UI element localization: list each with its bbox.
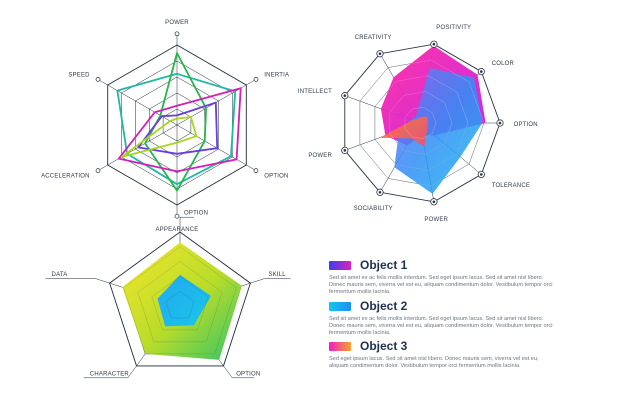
object-1-swatch (329, 260, 351, 270)
axis-label: APPEARANCE (155, 227, 198, 233)
series-line (137, 101, 219, 155)
series-line (120, 116, 198, 158)
object-3-title: Object 3 (360, 339, 408, 353)
grid-overlay (389, 91, 453, 155)
grid-overlay (123, 246, 237, 355)
axis-end-dot (95, 168, 101, 173)
axis-label: SPEED (68, 73, 90, 79)
grid-overlay (137, 261, 223, 343)
axis-label: INERTIA (264, 73, 289, 79)
axis-label: TOLERANCE (492, 183, 530, 189)
axis-label: POWER (165, 20, 189, 26)
grid-ring (344, 43, 501, 203)
legend-object-2: Object 2 Sed sit amet ex ac felis mollis… (329, 299, 559, 337)
axis-node-core (343, 149, 347, 152)
axis-label: INTELLECT (298, 89, 332, 95)
object-1-description: Sed sit amet ex ac felis mollis interdum… (329, 275, 553, 295)
radar-chart-performance: POWER INERTIA OPTION APPEARANCE ACCELERATION… (41, 20, 289, 233)
axis-label: DATA (52, 272, 68, 278)
axis-label: COLOR (492, 61, 515, 67)
leader-line (250, 278, 291, 284)
axis-node-core (479, 173, 483, 176)
object-3-description: Sed eget ipsum lacus. Sed sit amet nisl … (329, 356, 539, 369)
axis-label: POWER (424, 217, 448, 223)
axis-label: POWER (308, 153, 332, 159)
leader-line (223, 365, 255, 379)
axis-end-dot (253, 168, 259, 173)
axis-label: OPTION (236, 371, 260, 377)
axis-label: CHARACTER (90, 371, 130, 377)
axis-label: ACCELERATION (41, 173, 90, 179)
object-2-swatch (329, 301, 351, 311)
leader-line (179, 216, 194, 232)
object-2-description: Sed sit amet ex ac felis mollis interdum… (329, 316, 553, 336)
axis-label: OPTION (264, 173, 288, 179)
series-area (157, 274, 211, 327)
leader-line (45, 278, 110, 284)
grid-ring (109, 231, 251, 367)
radar-chart-pentagon: OPTION SKILL OPTION CHARACTER DATA (45, 211, 291, 379)
grid-spoke (176, 124, 247, 166)
axis-node-core (432, 200, 436, 204)
axis-label: CREATIVITY (355, 35, 392, 41)
series-line (117, 87, 242, 173)
axis-node-core (479, 70, 483, 73)
grid-spoke (107, 84, 178, 126)
axis-end-dot (95, 77, 101, 82)
grid-overlay (374, 75, 469, 171)
series-line (116, 72, 237, 186)
series-area (379, 116, 428, 147)
grid-overlay (165, 290, 195, 319)
series-line (144, 52, 208, 192)
axis-end-dot (174, 31, 180, 37)
grid-overlay (359, 59, 485, 187)
object-1-title: Object 1 (360, 258, 408, 272)
radar-chart-personality: POSITIVITY COLOR OPTION TOLERANCE POWER SOCIA… (298, 25, 538, 223)
axis-label: OPTION (514, 122, 538, 128)
axis-end-dot (253, 77, 259, 82)
axis-label: SOCIABILITY (354, 206, 393, 212)
axis-node-core (498, 121, 502, 125)
grid-overlay (151, 276, 209, 331)
object-3-swatch (329, 341, 351, 351)
axis-node-core (378, 190, 382, 194)
axis-end-dot (174, 213, 180, 219)
legend-object-1: Object 1 Sed sit amet ex ac felis mollis… (329, 258, 559, 296)
axis-label: SKILL (268, 272, 286, 278)
legend-object-3: Object 3 Sed eget ipsum lacus. Sed sit a… (329, 339, 559, 370)
axis-label: OPTION (184, 211, 208, 217)
series-area (394, 67, 483, 194)
grid-overlay (404, 106, 437, 140)
axis-label: POSITIVITY (436, 25, 471, 31)
axis-node-core (343, 94, 347, 97)
leader-line (83, 365, 137, 379)
axis-node-core (432, 42, 436, 46)
axis-node-core (378, 52, 382, 56)
object-2-title: Object 2 (360, 299, 408, 313)
